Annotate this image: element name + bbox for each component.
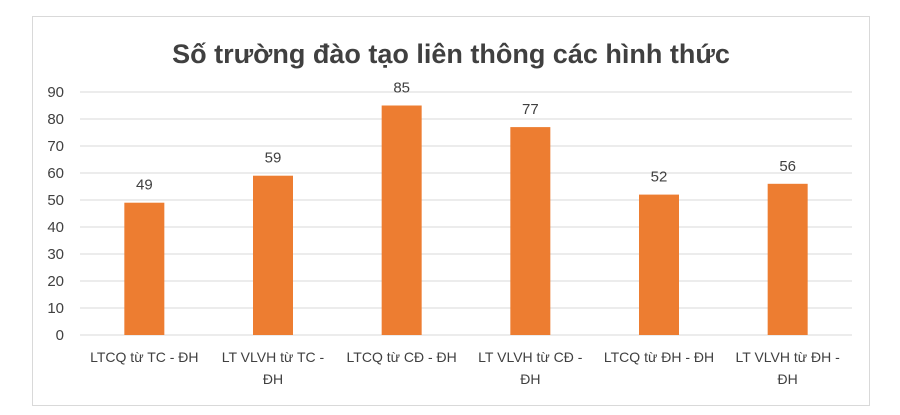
data-label: 52: [651, 169, 668, 186]
y-tick-label: 50: [47, 192, 64, 209]
bar: [124, 202, 165, 335]
gridlines: [80, 91, 852, 336]
bar: [381, 105, 422, 335]
y-tick-label: 0: [56, 327, 64, 344]
category-label: LT VLVH từ CĐ -: [478, 349, 583, 365]
y-tick-label: 90: [47, 84, 64, 101]
category-label: LT VLVH từ TC -: [222, 349, 325, 365]
bar: [510, 127, 551, 335]
bar: [767, 183, 808, 335]
category-label: LTCQ từ ĐH - ĐH: [604, 349, 714, 365]
chart-title: Số trường đào tạo liên thông các hình th…: [172, 39, 730, 69]
bar: [639, 194, 679, 335]
category-label: LTCQ từ CĐ - ĐH: [347, 349, 457, 365]
category-label: ĐH: [520, 371, 540, 387]
y-tick-label: 10: [47, 300, 64, 317]
bar: [253, 175, 293, 335]
y-tick-label: 30: [47, 246, 64, 263]
y-axis-ticks: 0 10 20 30 40 50 60 70 80 90: [47, 84, 64, 344]
category-label: LTCQ từ TC - ĐH: [90, 349, 198, 365]
y-tick-label: 80: [47, 111, 64, 128]
data-label: 56: [779, 158, 796, 175]
y-tick-label: 70: [47, 138, 64, 155]
data-labels: 49 59 85 77 52 56: [136, 80, 796, 194]
y-tick-label: 40: [47, 219, 64, 236]
y-tick-label: 20: [47, 273, 64, 290]
category-label: ĐH: [778, 371, 798, 387]
data-label: 77: [522, 101, 539, 118]
chart-frame: Số trường đào tạo liên thông các hình th…: [32, 16, 870, 406]
y-tick-label: 60: [47, 165, 64, 182]
category-label: LT VLVH từ ĐH -: [736, 349, 841, 365]
data-label: 85: [393, 80, 410, 97]
bars: [124, 105, 808, 335]
category-labels: LTCQ từ TC - ĐH LT VLVH từ TC - ĐH LTCQ từ …: [90, 349, 840, 387]
data-label: 49: [136, 177, 153, 194]
data-label: 59: [265, 150, 282, 167]
category-label: ĐH: [263, 371, 283, 387]
